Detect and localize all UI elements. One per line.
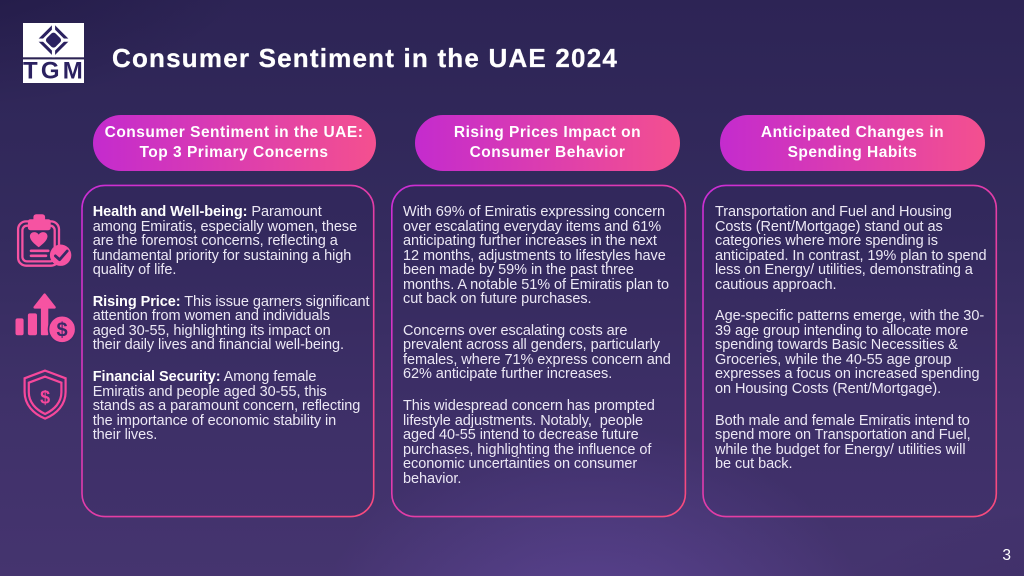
svg-text:$: $ [57, 319, 68, 341]
svg-text:TGM: TGM [23, 58, 84, 84]
svg-text:$: $ [40, 388, 50, 408]
